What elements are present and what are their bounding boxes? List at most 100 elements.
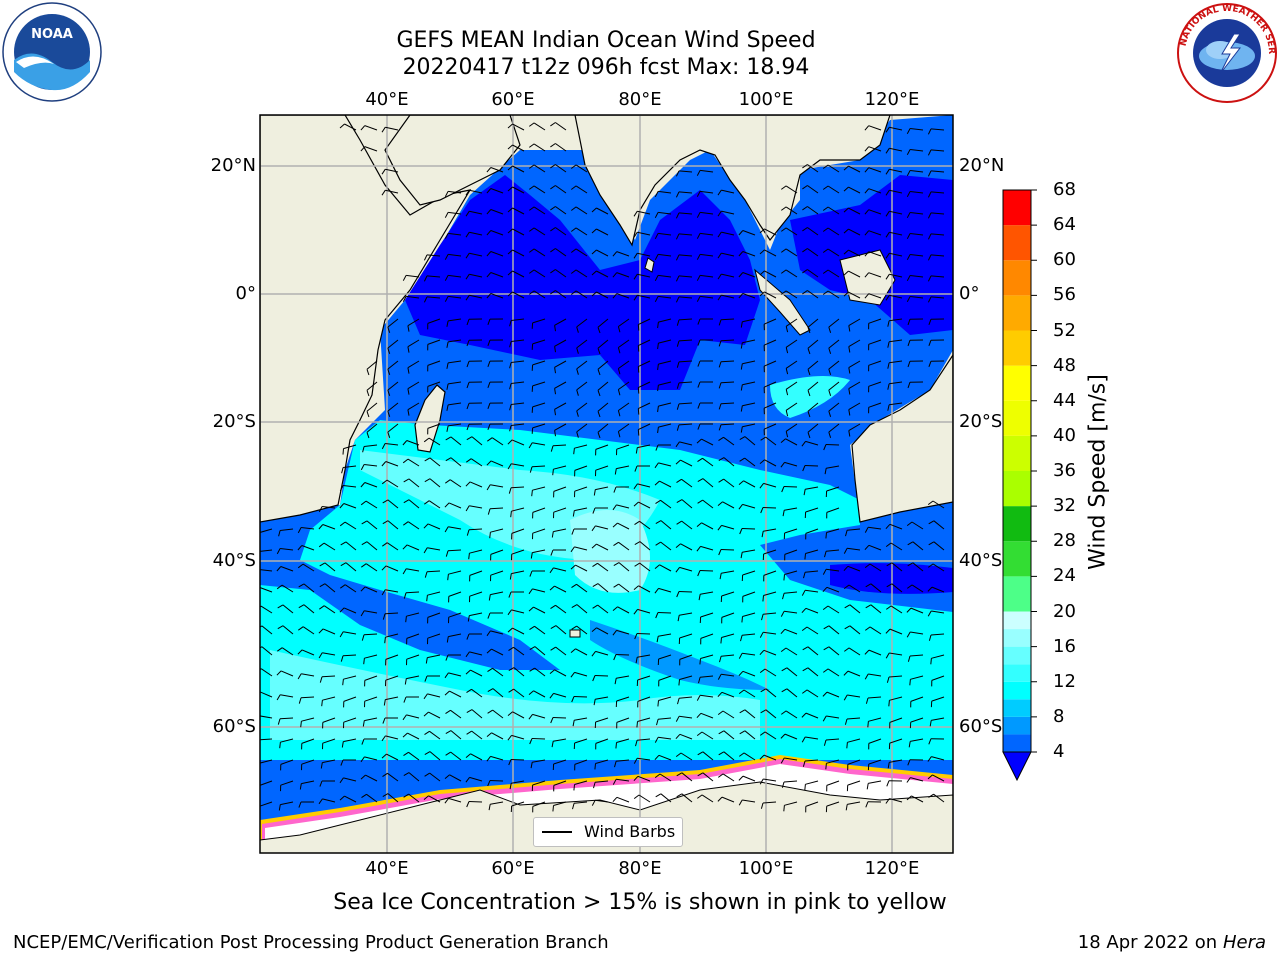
- wind-barb-staff: [637, 654, 651, 658]
- wind-barb-flag: [676, 478, 682, 484]
- wind-barb-flag: [486, 648, 492, 654]
- wind-barb-staff: [805, 486, 819, 490]
- wind-barb-staff: [448, 360, 462, 364]
- wind-barb-staff: [658, 232, 672, 236]
- wind-barb-flag: [781, 667, 788, 672]
- wind-barb-staff: [930, 633, 945, 636]
- wind-barb-staff: [806, 689, 819, 698]
- wind-barb-flag: [486, 209, 492, 215]
- wind-barb-staff: [364, 675, 378, 681]
- wind-barb-flag: [696, 275, 701, 281]
- wind-barb-flag: [407, 346, 410, 353]
- wind-barb-flag: [738, 689, 745, 694]
- wind-barb-flag: [802, 227, 808, 232]
- wind-barb-flag: [617, 410, 621, 417]
- wind-barb-flag: [657, 343, 659, 350]
- wind-barb-staff: [429, 457, 441, 467]
- wind-barb-flag: [655, 520, 662, 525]
- wind-barb-staff: [364, 756, 378, 761]
- wind-barb-flag: [696, 191, 701, 197]
- wind-barb-flag: [657, 385, 659, 392]
- wind-barb-staff: [658, 654, 672, 660]
- wind-barb-staff: [784, 733, 798, 740]
- colorbar-tick-label: 52: [1053, 319, 1076, 341]
- wind-barb-flag: [508, 591, 512, 598]
- strong-wind-patch-central: [570, 510, 650, 593]
- wind-barb-flag: [507, 228, 513, 234]
- colorbar-tick-label: 36: [1053, 460, 1076, 481]
- wind-barb-flag: [550, 122, 556, 127]
- wind-barb-flag: [591, 651, 596, 657]
- wind-barb-flag: [864, 293, 870, 299]
- wind-barb-staff: [448, 295, 462, 299]
- wind-barb-flag: [633, 794, 640, 799]
- wind-barb-flag: [363, 658, 365, 665]
- wind-barb-flag: [466, 424, 470, 431]
- colorbar-label: Wind Speed [m/s]: [1085, 374, 1111, 570]
- wind-barb-staff: [531, 465, 546, 468]
- wind-barb-flag: [718, 403, 722, 410]
- wind-barb-staff: [722, 501, 735, 509]
- wind-barb-flag: [387, 410, 391, 417]
- wind-barb-flag: [257, 740, 259, 746]
- wind-barb-staff: [407, 360, 420, 369]
- wind-barb-staff: [343, 503, 357, 509]
- wind-barb-staff: [742, 652, 756, 656]
- wind-barb-staff: [344, 584, 357, 593]
- wind-barb-flag: [740, 321, 743, 328]
- wind-barb-flag: [906, 254, 911, 261]
- wind-barb-flag: [550, 227, 556, 232]
- wind-barb-staff: [889, 360, 903, 364]
- wind-barb-staff: [930, 191, 945, 194]
- wind-barb-flag: [738, 775, 744, 781]
- wind-barb-flag: [635, 447, 638, 454]
- wind-barb-flag: [822, 227, 829, 232]
- wind-barb-staff: [553, 801, 567, 806]
- wind-barb-flag: [823, 739, 827, 746]
- wind-barb-staff: [807, 248, 819, 257]
- wind-barb-staff: [702, 772, 714, 782]
- wind-barb-staff: [553, 465, 567, 470]
- wind-barb-flag: [906, 795, 912, 801]
- wind-barb-staff: [868, 272, 882, 278]
- wind-barb-staff: [301, 738, 315, 744]
- wind-barb-staff: [723, 457, 735, 467]
- wind-barb-flag: [656, 636, 659, 643]
- wind-barb-flag: [864, 563, 871, 568]
- wind-barb-flag: [403, 521, 409, 526]
- legend: Wind Barbs: [533, 817, 683, 847]
- wind-barb-flag: [928, 361, 932, 367]
- wind-barb-staff: [576, 339, 588, 349]
- wind-barb-staff: [595, 780, 609, 783]
- wind-barb-flag: [675, 716, 680, 722]
- wind-barb-staff: [763, 318, 777, 325]
- wind-barb-flag: [549, 585, 555, 591]
- wind-barb-flag: [593, 782, 596, 789]
- wind-barb-flag: [551, 741, 554, 748]
- wind-barb-flag: [276, 548, 281, 555]
- wind-barb-staff: [785, 206, 798, 215]
- wind-barb-staff: [618, 562, 630, 572]
- wind-barb-flag: [675, 212, 680, 219]
- wind-barb-staff: [636, 633, 651, 635]
- wind-barb-flag: [612, 293, 618, 299]
- wind-barb-flag: [828, 326, 832, 333]
- wind-barb-staff: [826, 486, 840, 492]
- wind-barb-staff: [721, 273, 735, 278]
- wind-barb-staff: [469, 570, 483, 576]
- wind-barb-flag: [382, 772, 388, 778]
- wind-barb-staff: [260, 668, 273, 677]
- wind-barb-staff: [555, 122, 567, 131]
- wind-barb-staff: [742, 503, 756, 509]
- wind-barb-flag: [597, 390, 601, 397]
- wind-barb-staff: [889, 252, 903, 257]
- wind-barb-staff: [490, 209, 504, 215]
- wind-barb-flag: [404, 678, 407, 685]
- wind-barb-flag: [676, 424, 680, 431]
- wind-barb-flag: [319, 562, 326, 567]
- wind-barb-flag: [780, 611, 785, 617]
- wind-barb-staff: [827, 668, 840, 677]
- wind-barb-staff: [807, 206, 819, 215]
- wind-barb-staff: [868, 673, 882, 677]
- wind-barb-flag: [675, 170, 680, 177]
